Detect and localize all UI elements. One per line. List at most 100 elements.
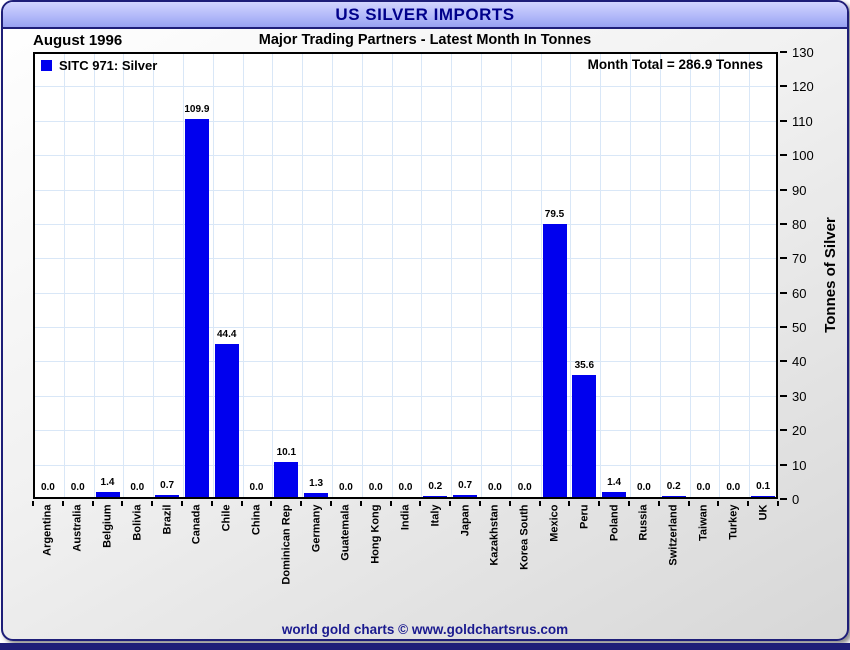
y-tick-label: 0 [792,492,800,507]
h-gridline [35,120,776,122]
h-gridline [35,86,776,88]
footer-credit: world gold charts © www.goldchartsrus.co… [281,622,569,637]
bar-value-label: 0.1 [756,481,771,492]
x-category-label: Hong Kong [369,504,382,564]
bar-value-label: 79.5 [544,208,565,220]
x-axis-tick [747,501,750,506]
v-gridline [451,54,453,497]
h-gridline [35,395,776,397]
x-axis-tick [687,501,690,506]
h-gridline [35,430,776,432]
bar-chile [214,344,239,497]
bar-value-label: 1.3 [309,477,324,489]
y-tick-label: 80 [792,216,807,232]
y-axis-tick [780,498,787,500]
x-category-label: Germany [310,504,323,552]
bar-canada [184,119,209,497]
x-axis-tick [628,501,630,506]
x-axis-tick [210,501,213,506]
v-gridline [421,54,423,497]
x-axis-tick [330,501,332,506]
x-category-label: Chile [220,504,233,531]
x-axis-tick [270,501,273,506]
y-tick-label: 10 [792,457,807,473]
y-tick-label: 110 [792,113,813,129]
x-category-label: Korea South [518,504,531,570]
y-tick-label: 60 [792,285,807,301]
bar-japan [453,494,478,497]
bar-value-label: 0.0 [726,482,741,493]
x-axis-tick [598,501,601,506]
v-gridline [153,54,155,497]
chart-title: US SILVER IMPORTS [335,5,515,24]
x-axis-tick [91,501,94,506]
bar-value-label: 0.0 [398,482,413,493]
v-gridline [391,54,393,497]
v-gridline [302,54,304,497]
y-axis-tick [780,429,787,432]
bar-italy [423,496,448,497]
y-tick-label: 30 [792,388,807,404]
bar-value-label: 0.0 [517,482,532,493]
x-category-label: Peru [578,504,591,529]
v-gridline [510,54,512,497]
month-total-annotation: Month Total = 286.9 Tonnes [587,57,763,72]
bar-value-label: 0.0 [338,482,353,493]
x-category-label: India [399,504,412,530]
bar-dominican-rep [274,462,299,497]
x-category-label: Taiwan [697,504,710,541]
subtitle-row: August 1996 Major Trading Partners - Lat… [3,31,847,51]
bar-value-label: 0.0 [696,482,711,493]
x-category-label: Kazakhstan [488,504,501,566]
bar-value-label: 0.0 [40,482,55,493]
x-axis-tick [181,501,183,506]
v-gridline [123,54,125,497]
v-gridline [749,54,751,497]
y-axis-tick [780,119,787,122]
chart-subtitle: Major Trading Partners - Latest Month In… [258,32,592,48]
y-tick-label: 130 [792,45,814,60]
legend: SITC 971: Silver [41,58,157,73]
bar-value-label: 109.9 [184,104,210,116]
v-gridline [361,54,363,497]
bar-switzerland [661,496,686,497]
y-axis-tick [780,326,787,329]
v-gridline [63,54,65,497]
x-axis-tick [240,501,243,506]
x-axis-tick [151,501,154,506]
x-category-label: Turkey [727,504,740,540]
y-axis-tick [780,154,787,157]
y-tick-label: 100 [792,148,814,164]
period-label: August 1996 [33,32,123,49]
x-category-label: Canada [190,504,203,544]
x-axis-tick [777,501,779,506]
x-axis-tick [717,501,720,506]
bar-value-label: 1.4 [607,477,622,489]
y-axis-tick [780,291,787,294]
bar-value-label: 35.6 [574,359,595,371]
x-category-label: Japan [459,504,472,536]
h-gridline [35,155,776,157]
v-gridline [212,54,214,497]
y-axis-tick [780,257,787,260]
x-category-label: Russia [637,504,650,541]
x-category-label: Poland [608,504,621,541]
v-gridline [630,54,631,497]
plot-area [33,52,778,499]
y-tick-label: 50 [792,320,807,336]
h-gridline [35,327,776,329]
h-gridline [35,292,776,294]
v-gridline [689,54,691,497]
v-gridline [242,54,244,497]
y-axis-tick [780,360,787,363]
x-category-label: Dominican Rep [280,504,293,585]
h-gridline [35,258,776,260]
x-axis-tick [300,501,303,506]
y-tick-label: 70 [792,251,807,267]
x-category-label: Australia [71,504,84,552]
bar-peru [572,374,597,497]
x-axis-tick [449,501,452,506]
bar-value-label: 0.0 [487,482,502,493]
v-gridline [272,54,274,497]
